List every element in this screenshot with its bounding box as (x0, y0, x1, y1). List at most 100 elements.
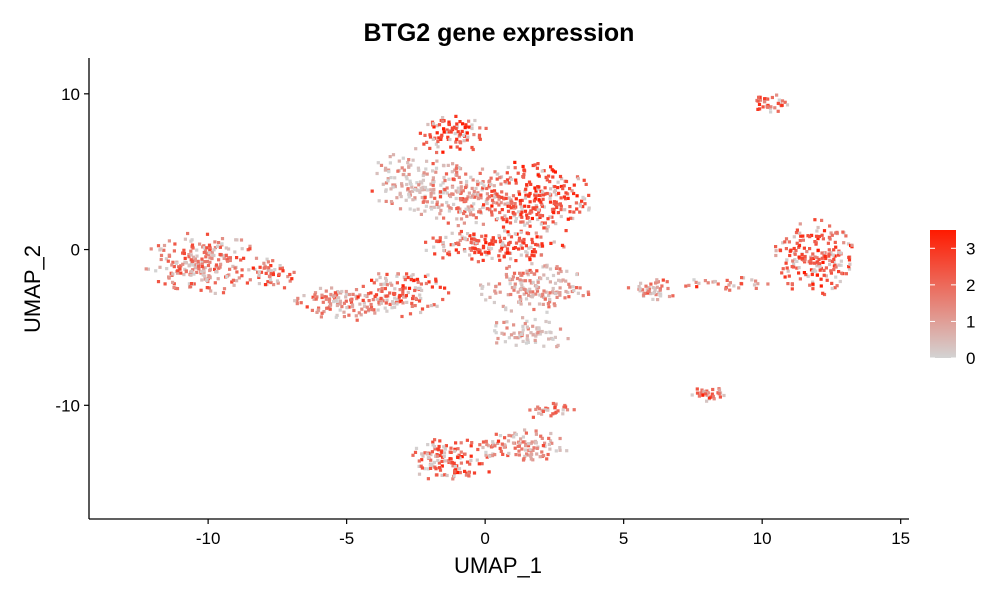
cell-point (483, 250, 487, 254)
cell-point (376, 161, 380, 165)
cell-point (240, 247, 244, 251)
cell-point (524, 187, 528, 191)
cell-point (432, 245, 436, 249)
cell-point (798, 231, 802, 235)
cell-point (481, 258, 485, 262)
cell-point (434, 279, 438, 283)
cell-point (214, 270, 218, 274)
cell-point (728, 281, 732, 285)
cell-point (541, 292, 545, 296)
cell-point (266, 269, 270, 273)
cell-point (531, 448, 535, 452)
cell-point (388, 281, 393, 285)
cell-point (545, 178, 549, 182)
cell-point (510, 201, 514, 205)
cell-point (443, 473, 447, 477)
cell-point (835, 230, 839, 234)
cell-point (564, 179, 569, 184)
cell-point (528, 290, 532, 294)
cell-point (542, 289, 546, 293)
cell-point (535, 235, 539, 239)
cell-point (432, 125, 436, 129)
cell-point (490, 189, 494, 193)
cell-point (458, 238, 462, 243)
x-tick-label: 15 (891, 529, 910, 548)
cell-point (469, 458, 473, 462)
cell-point (816, 248, 820, 252)
cell-point (493, 195, 497, 199)
cell-point (205, 278, 209, 282)
cell-point (552, 200, 557, 204)
cell-point (559, 184, 563, 189)
cell-point (429, 191, 433, 196)
cell-point (417, 464, 421, 468)
cell-point (174, 261, 178, 265)
cell-point (657, 290, 661, 294)
cell-point (222, 287, 227, 291)
cell-point (752, 283, 757, 287)
cell-point (506, 293, 510, 297)
cell-point (455, 170, 459, 174)
cell-point (439, 137, 443, 141)
cell-point (513, 446, 517, 450)
cell-point (410, 301, 414, 305)
cell-point (471, 207, 475, 211)
cell-point (411, 158, 415, 162)
y-tick-label: 10 (61, 85, 80, 104)
cell-point (206, 263, 211, 268)
cell-point (472, 232, 476, 236)
cell-point (384, 278, 388, 282)
cell-point (792, 235, 796, 239)
cell-point (423, 451, 427, 455)
cell-point (529, 270, 533, 274)
cell-point (523, 223, 527, 227)
cell-point (469, 248, 473, 252)
cell-point (811, 252, 815, 256)
cell-point (456, 250, 460, 255)
cell-point (247, 268, 251, 272)
cell-point (559, 196, 563, 200)
cell-point (267, 266, 271, 270)
cell-point (521, 271, 525, 275)
cell-point (463, 209, 467, 214)
cell-point (816, 237, 820, 241)
cell-point (651, 291, 656, 295)
cell-point (558, 291, 562, 295)
cell-point (502, 332, 506, 336)
cell-point (393, 183, 397, 187)
cell-point (651, 297, 655, 301)
cell-point (414, 446, 419, 450)
cell-point (485, 201, 489, 206)
cell-point (802, 246, 806, 250)
cell-point (485, 442, 489, 447)
cell-point (754, 279, 758, 283)
cell-point (196, 259, 200, 263)
cell-point (335, 313, 339, 317)
cell-point (564, 229, 568, 233)
cell-point (508, 240, 512, 244)
cell-point (838, 279, 842, 284)
cell-point (442, 216, 446, 220)
cell-point (442, 445, 446, 449)
cell-point (776, 101, 780, 105)
cell-point (197, 267, 201, 271)
cell-point (481, 186, 485, 190)
colorbar-tick-label: 2 (966, 276, 975, 295)
cell-point (187, 282, 191, 286)
cell-point (839, 251, 843, 255)
x-tick-label: 5 (619, 529, 628, 548)
cell-point (405, 272, 409, 276)
cell-point (827, 252, 831, 256)
cell-point (819, 266, 823, 270)
cell-point (539, 214, 543, 218)
cell-point (578, 210, 582, 214)
cell-point (354, 314, 358, 318)
cell-point (198, 242, 202, 246)
cell-point (507, 204, 512, 208)
cell-point (530, 262, 534, 266)
cell-point (503, 214, 507, 218)
cell-point (200, 270, 204, 274)
cell-point (424, 240, 428, 244)
cell-point (456, 241, 460, 245)
cell-point (425, 172, 429, 176)
